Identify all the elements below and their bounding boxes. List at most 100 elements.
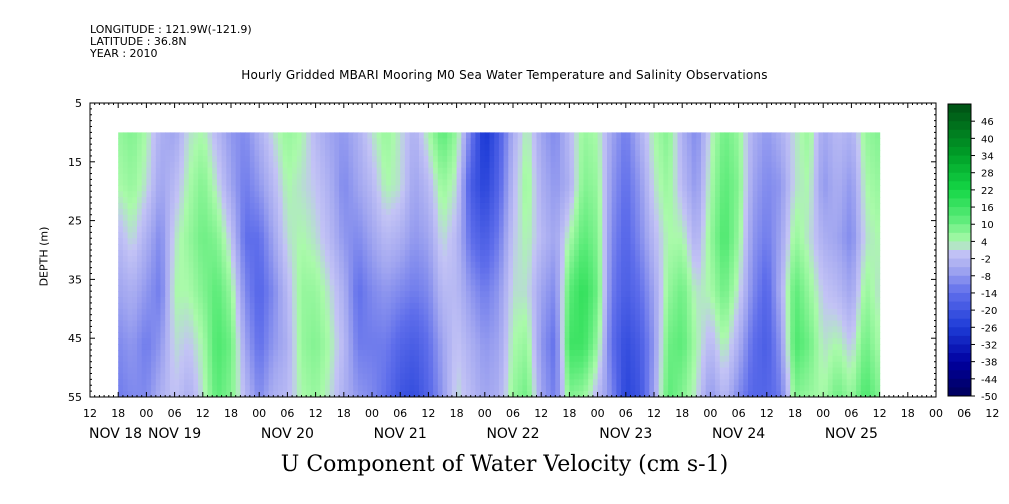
heatmap-cell: [433, 320, 439, 328]
heatmap-cell: [545, 308, 552, 316]
heatmap-cell: [372, 385, 378, 392]
heatmap-cell: [400, 367, 406, 375]
heatmap-cell: [550, 267, 556, 275]
heatmap-cell: [353, 326, 359, 333]
heatmap-cell: [184, 302, 190, 310]
heatmap-cell: [216, 379, 223, 386]
heatmap-cell: [179, 379, 185, 386]
heatmap-cell: [188, 273, 194, 280]
heatmap-cell: [588, 238, 594, 245]
heatmap-cell: [155, 291, 162, 298]
heatmap-cell: [508, 244, 514, 251]
heatmap-cell: [494, 279, 500, 286]
heatmap-cell: [451, 332, 458, 339]
heatmap-cell: [372, 279, 378, 286]
heatmap-cell: [630, 314, 636, 322]
heatmap-cell: [245, 191, 251, 198]
heatmap-cell: [480, 155, 486, 163]
heatmap-cell: [263, 191, 270, 198]
heatmap-cell: [602, 155, 608, 163]
heatmap-cell: [376, 349, 382, 357]
heatmap-cell: [315, 220, 321, 228]
heatmap-cell: [320, 332, 326, 339]
heatmap-cell: [376, 173, 382, 181]
heatmap-cell: [160, 338, 166, 345]
heatmap-cell: [480, 185, 486, 192]
heatmap-cell: [193, 208, 199, 216]
heatmap-cell: [221, 308, 227, 316]
heatmap-cell: [169, 267, 176, 275]
heatmap-cell: [367, 367, 373, 375]
heatmap-cell: [607, 173, 613, 181]
heatmap-cell: [155, 226, 162, 233]
heatmap-cell: [132, 138, 138, 145]
heatmap-cell: [254, 367, 260, 375]
heatmap-cell: [611, 226, 617, 233]
heatmap-cell: [329, 285, 335, 292]
heatmap-cell: [456, 391, 462, 397]
heatmap-cell: [621, 132, 627, 139]
heatmap-cell: [428, 267, 434, 275]
heatmap-cell: [254, 238, 260, 245]
heatmap-cell: [127, 320, 133, 328]
heatmap-cell: [245, 132, 251, 139]
heatmap-cell: [527, 344, 533, 351]
heatmap-cell: [592, 232, 599, 239]
heatmap-cell: [564, 255, 570, 263]
heatmap-cell: [235, 197, 241, 204]
heatmap-cell: [376, 191, 382, 198]
heatmap-cell: [592, 279, 599, 286]
heatmap-cell: [278, 197, 284, 204]
heatmap-cell: [621, 232, 627, 239]
heatmap-cell: [592, 297, 599, 304]
heatmap-cell: [541, 361, 547, 369]
heatmap-cell: [334, 244, 340, 251]
heatmap-cell: [466, 273, 472, 280]
heatmap-cell: [531, 279, 538, 286]
heatmap-cell: [292, 297, 298, 304]
heatmap-cell: [174, 297, 180, 304]
heatmap-cell: [404, 232, 411, 239]
heatmap-cell: [329, 197, 335, 204]
heatmap-cell: [137, 179, 143, 186]
heatmap-cell: [498, 320, 505, 328]
heatmap-cell: [522, 373, 528, 380]
heatmap-cell: [574, 332, 580, 339]
heatmap-cell: [531, 238, 538, 245]
heatmap-cell: [343, 191, 350, 198]
heatmap-cell: [254, 308, 260, 316]
heatmap-cell: [320, 338, 326, 345]
heatmap-cell: [630, 302, 636, 310]
heatmap-cell: [433, 373, 439, 380]
heatmap-cell: [231, 355, 237, 363]
heatmap-cell: [560, 208, 566, 216]
heatmap-cell: [433, 167, 439, 175]
heatmap-cell: [165, 291, 171, 298]
heatmap-cell: [146, 349, 152, 357]
heatmap-cell: [174, 214, 180, 222]
heatmap-cell: [334, 226, 340, 233]
heatmap-cell: [381, 308, 387, 316]
heatmap-cell: [287, 361, 293, 369]
heatmap-cell: [296, 167, 303, 175]
heatmap-cell: [423, 261, 429, 269]
heatmap-cell: [188, 361, 194, 369]
heatmap-cell: [353, 338, 359, 345]
heatmap-cell: [503, 244, 509, 251]
heatmap-cell: [141, 361, 147, 369]
heatmap-cell: [470, 373, 476, 380]
heatmap-cell: [400, 285, 406, 292]
heatmap-cell: [367, 179, 373, 186]
heatmap-cell: [353, 238, 359, 245]
heatmap-cell: [597, 326, 603, 333]
heatmap-cell: [263, 138, 270, 145]
heatmap-cell: [263, 250, 270, 257]
heatmap-cell: [409, 344, 415, 351]
heatmap-cell: [273, 161, 279, 169]
heatmap-cell: [480, 167, 486, 175]
heatmap-cell: [282, 338, 288, 345]
heatmap-cell: [625, 385, 632, 392]
heatmap-cell: [320, 279, 326, 286]
heatmap-cell: [226, 208, 232, 216]
heatmap-cell: [611, 285, 617, 292]
